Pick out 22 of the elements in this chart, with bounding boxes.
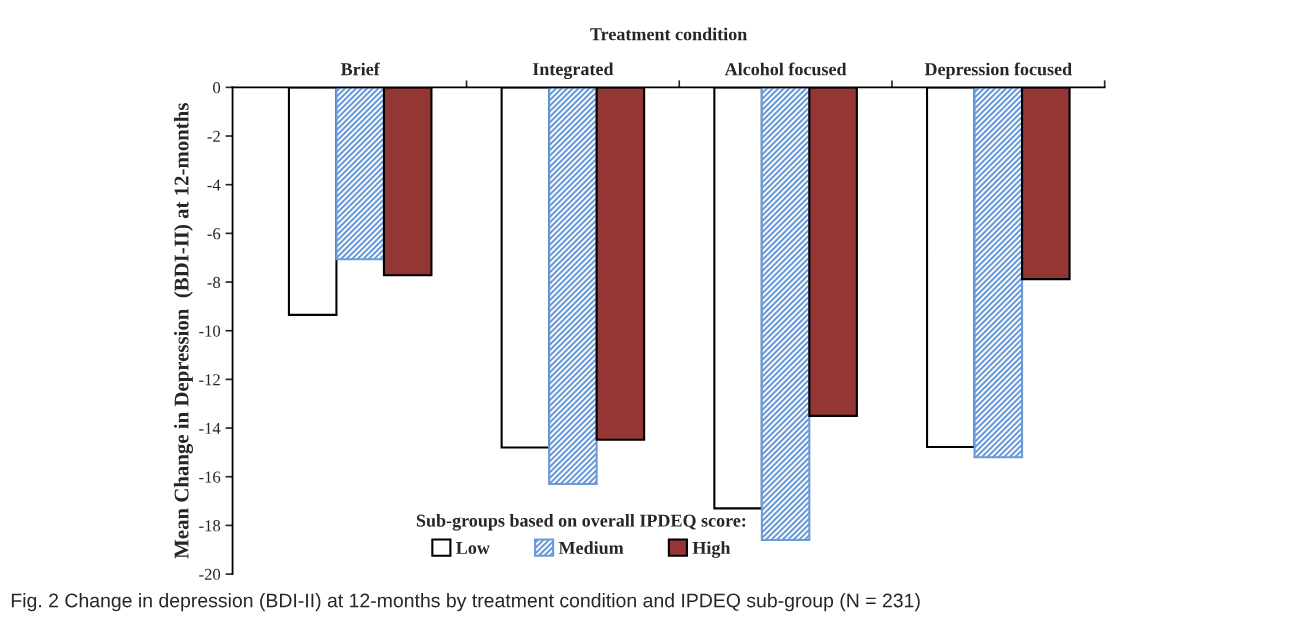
y-tick-label: -16 [199,471,221,483]
y-tick-label: -2 [207,130,220,142]
y-axis-title: Mean Change in Depression (BDI-II) at 12-months [173,103,193,559]
caption: Fig. 2 Change in depression (BDI-II) at 12-months by treatment condition and IPDEQ sub-group (N = 231) [11,593,920,612]
y-tick-label: -12 [199,374,220,386]
chart-title: Treatment condition [590,27,747,41]
y-tick-label: -10 [199,325,221,337]
y-tick-label: -18 [199,520,221,532]
legend-label: Medium [558,541,624,555]
x-tick-label: Depression focused [924,62,1072,80]
y-tick-label: -8 [207,276,221,288]
y-tick-label: -6 [207,228,221,240]
legend-label: Low [456,542,490,555]
legend-label: High [692,541,731,558]
x-tick-label: Integrated [532,62,614,80]
y-tick-label: -4 [207,179,221,191]
y-tick-label: -20 [199,568,221,581]
legend-title: Sub-groups based on overall IPDEQ score: [416,514,746,531]
x-tick-label: Brief [340,62,380,76]
y-tick-label: -14 [199,422,221,434]
y-tick-label: 0 [213,82,221,94]
x-tick-label: Alcohol focused [724,62,847,76]
